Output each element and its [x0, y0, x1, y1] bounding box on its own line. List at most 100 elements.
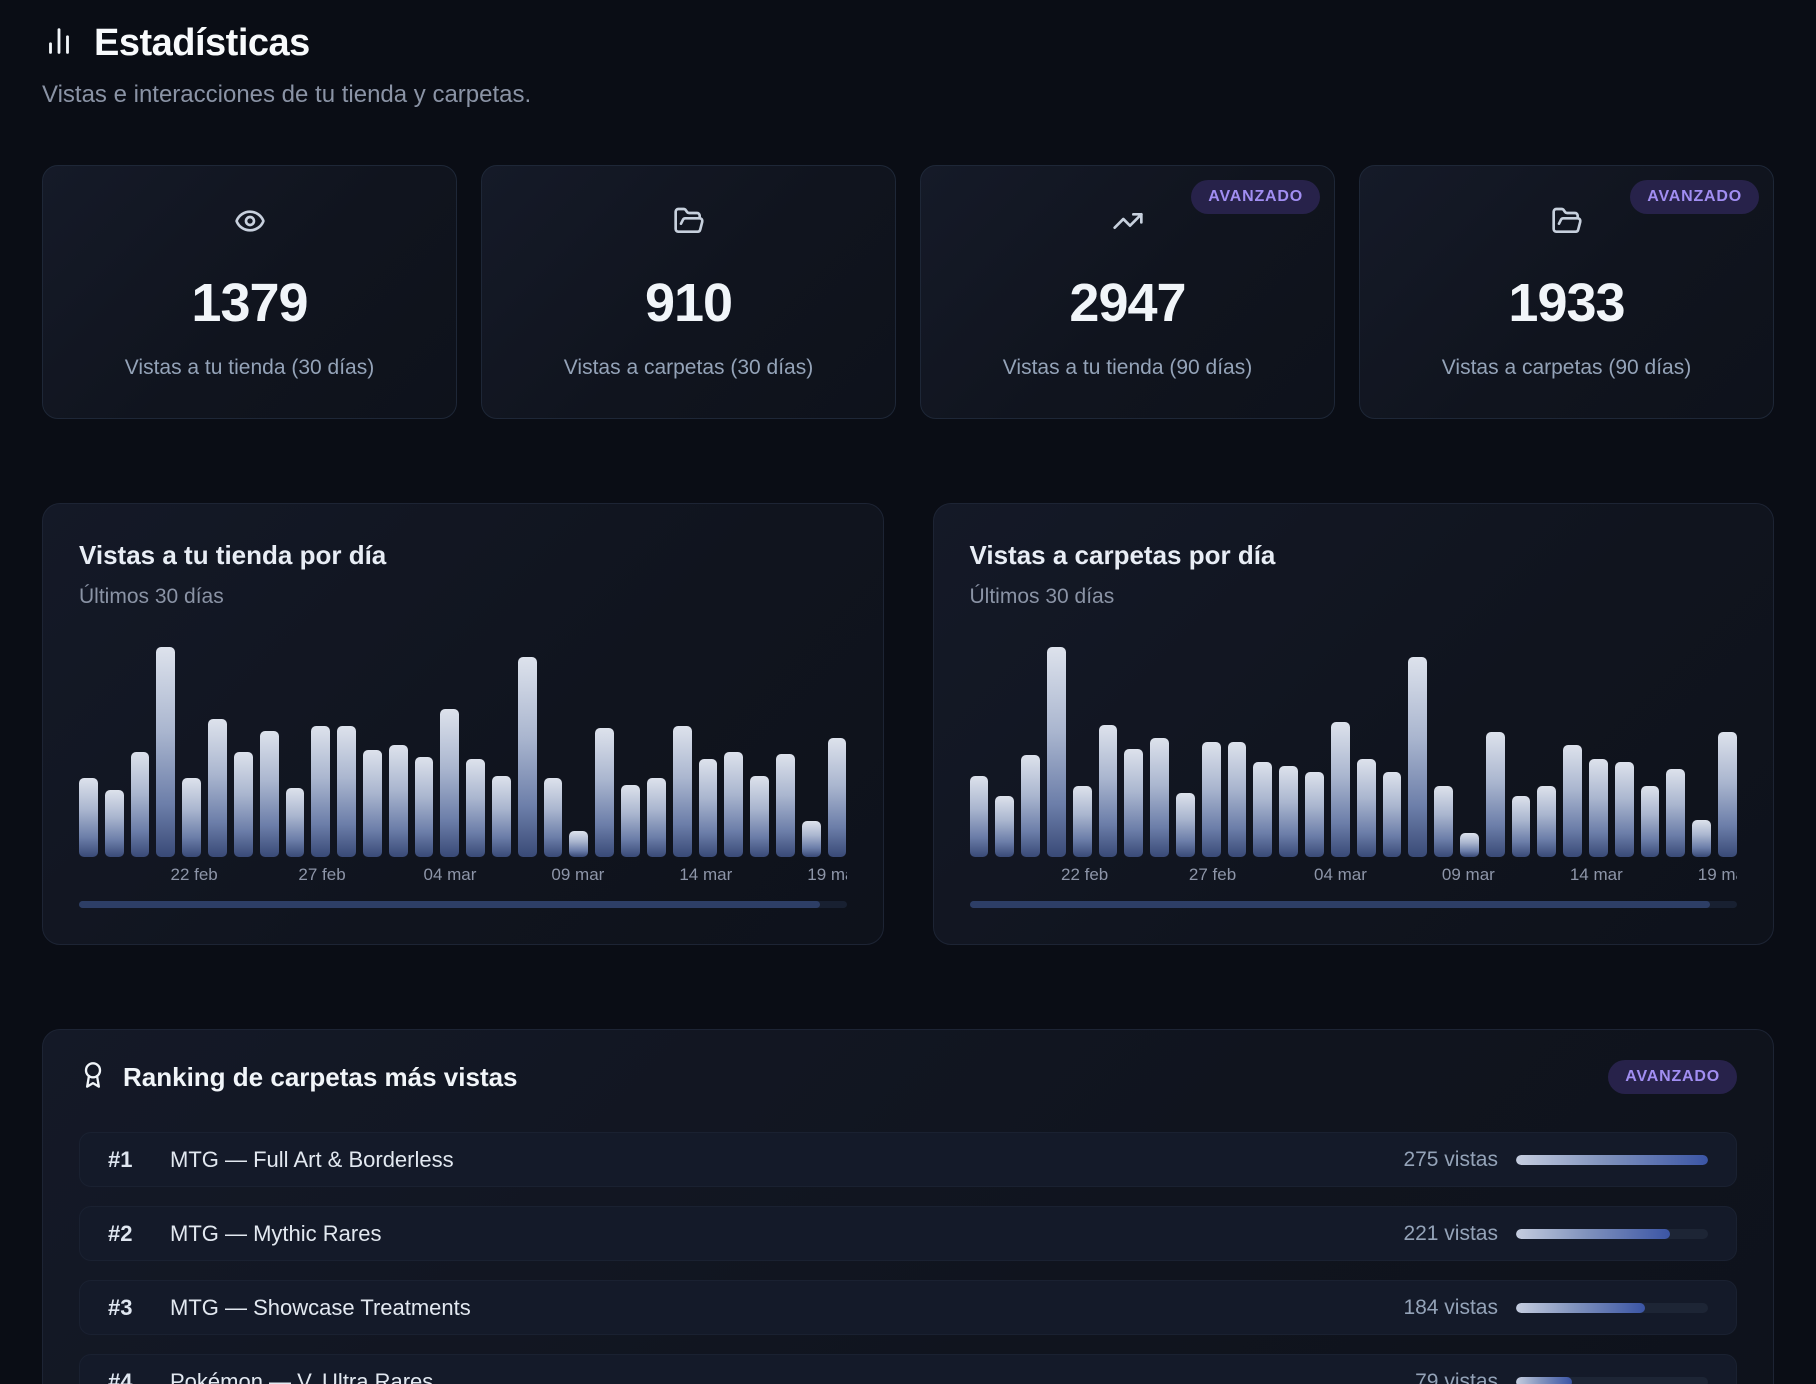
bar — [1098, 724, 1118, 857]
ranking-row[interactable]: #2 MTG — Mythic Rares 221 vistas — [79, 1206, 1737, 1261]
bar — [1563, 745, 1582, 857]
rank-number: #4 — [108, 1368, 133, 1384]
bar — [1150, 738, 1169, 857]
avanzado-badge: AVANZADO — [1608, 1060, 1737, 1094]
views-count: 275 vistas — [1403, 1147, 1498, 1171]
stat-cards: 1379 Vistas a tu tienda (30 días) 910 Vista… — [42, 165, 1774, 419]
ranking-header: Ranking de carpetas más vistas AVANZADO — [79, 1060, 1737, 1094]
bar — [130, 752, 150, 857]
bar — [595, 728, 615, 857]
bar — [1227, 741, 1247, 857]
bar-plot — [79, 647, 847, 857]
x-tick-label: 22 feb — [1060, 865, 1109, 884]
x-tick-label: 19 mar — [1697, 865, 1737, 884]
bar — [208, 718, 227, 857]
views-count: 221 vistas — [1403, 1221, 1498, 1245]
bar — [1072, 785, 1092, 857]
bar — [569, 830, 589, 857]
stat-label: Vistas a carpetas (90 días) — [1441, 355, 1692, 379]
bar — [517, 656, 537, 857]
page-subtitle: Vistas e interacciones de tu tienda y ca… — [42, 81, 532, 108]
folder-open-icon — [1551, 205, 1583, 242]
rank-right: 184 vistas — [1403, 1296, 1708, 1320]
bar-plot — [969, 647, 1738, 857]
views-progress-track — [1516, 1228, 1708, 1239]
stat-value: 1379 — [191, 272, 308, 333]
bar-chart-icon — [42, 24, 76, 63]
award-icon — [79, 1061, 107, 1094]
views-count: 79 vistas — [1415, 1369, 1498, 1384]
stat-label: Vistas a tu tienda (30 días) — [124, 355, 375, 379]
bar — [621, 785, 640, 857]
folder-name: MTG — Full Art & Borderless — [170, 1146, 454, 1172]
bar — [440, 709, 460, 857]
bar — [259, 730, 279, 857]
bar — [995, 796, 1015, 857]
bar — [1408, 657, 1428, 857]
daily-charts: Vistas a tu tienda por día Últimos 30 día… — [42, 503, 1774, 945]
chart-card: Vistas a carpetas por día Últimos 30 días… — [932, 503, 1774, 945]
x-tick-label: 14 mar — [1569, 865, 1623, 884]
bar — [1176, 792, 1195, 857]
bar — [1434, 785, 1453, 857]
views-progress-fill — [1516, 1376, 1572, 1384]
chart-scrollbar-track — [969, 901, 1737, 908]
folder-name: Pokémon — V. Ultra Rares — [170, 1368, 434, 1384]
x-axis-labels: 22 feb 27 feb 04 mar 09 mar 14 mar 19 mar — [970, 865, 1737, 887]
chart-scrollbar-thumb[interactable] — [79, 901, 820, 908]
folder-open-icon — [673, 205, 705, 242]
bar — [1279, 765, 1299, 857]
eye-icon — [234, 205, 266, 242]
bar — [1356, 758, 1376, 857]
chart-scrollbar-thumb[interactable] — [969, 901, 1711, 908]
views-progress-track — [1516, 1154, 1708, 1165]
stat-value: 1933 — [1508, 272, 1625, 333]
ranking-card: Ranking de carpetas más vistas AVANZADO … — [42, 1029, 1774, 1384]
bar — [1021, 755, 1040, 857]
rank-number: #3 — [108, 1294, 133, 1320]
trending-up-icon — [1112, 205, 1144, 242]
bar — [1666, 768, 1686, 857]
bar — [1253, 762, 1273, 857]
chart-title: Vistas a tu tienda por día — [79, 540, 387, 570]
bar — [1718, 731, 1737, 857]
chart-scrollbar-track — [79, 901, 847, 908]
x-tick-label: 14 mar — [679, 865, 733, 884]
bar — [672, 725, 692, 857]
x-tick-label: 09 mar — [551, 865, 605, 884]
bar — [827, 737, 847, 857]
bar — [492, 775, 511, 857]
views-progress-track — [1516, 1302, 1708, 1313]
bar — [543, 778, 563, 857]
stat-value: 910 — [644, 272, 733, 333]
ranking-row[interactable]: #3 MTG — Showcase Treatments 184 vistas — [79, 1280, 1737, 1335]
chart-subtitle: Últimos 30 días — [969, 585, 1115, 608]
bar — [1485, 731, 1505, 857]
x-tick-label: 27 feb — [298, 865, 346, 884]
bar — [1511, 796, 1531, 857]
bar — [724, 752, 744, 857]
x-tick-label: 04 mar — [423, 865, 477, 884]
x-tick-label: 04 mar — [1313, 865, 1367, 884]
bar — [156, 647, 176, 857]
bar — [79, 778, 98, 857]
rank-number: #1 — [108, 1146, 133, 1172]
bar — [104, 790, 124, 857]
avanzado-badge: AVANZADO — [1630, 180, 1759, 214]
ranking-row[interactable]: #1 MTG — Full Art & Borderless 275 vistas — [79, 1132, 1737, 1187]
ranking-row[interactable]: #4 Pokémon — V. Ultra Rares 79 vistas — [79, 1354, 1737, 1384]
bar — [1640, 785, 1660, 857]
bar — [388, 744, 408, 857]
bar — [969, 775, 989, 857]
bar — [1305, 772, 1324, 857]
x-tick-label: 27 feb — [1188, 865, 1237, 884]
stat-value: 2947 — [1069, 272, 1186, 333]
stat-card: 910 Vistas a carpetas (30 días) — [481, 165, 896, 419]
bar — [750, 775, 769, 857]
stat-label: Vistas a carpetas (30 días) — [563, 355, 814, 379]
bar — [1330, 721, 1350, 857]
rank-right: 79 vistas — [1415, 1370, 1708, 1384]
views-count: 184 vistas — [1403, 1295, 1498, 1319]
views-progress-fill — [1516, 1154, 1708, 1165]
